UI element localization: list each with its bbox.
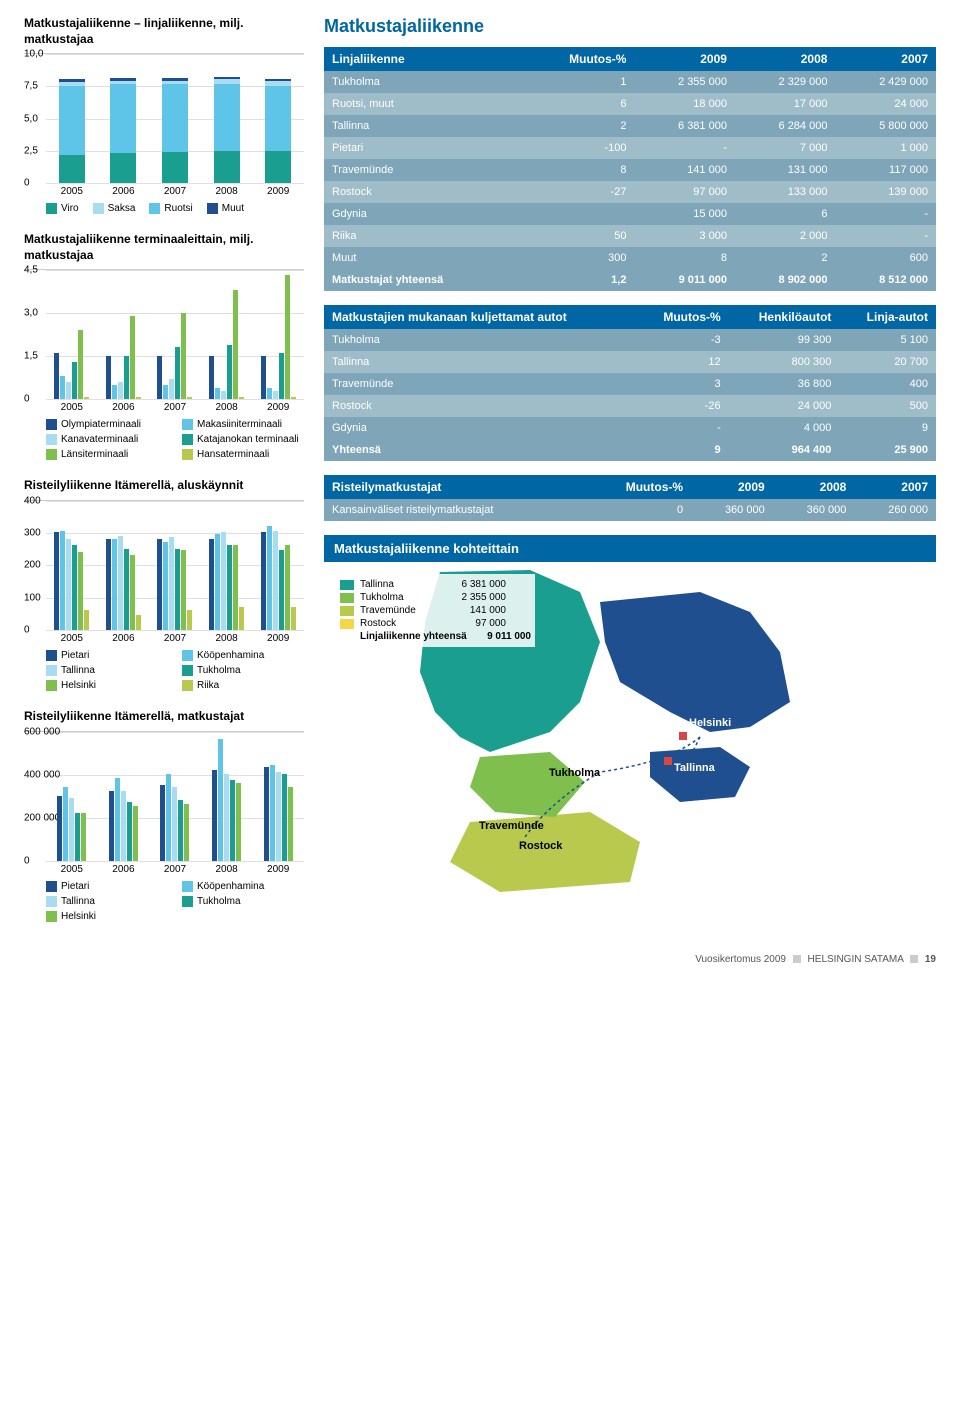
left-column: Matkustajaliikenne – linjaliikenne, milj… [24, 16, 304, 940]
chart3-title: Risteilyliikenne Itämerellä, aluskäynnit [24, 478, 304, 494]
chart4-title: Risteilyliikenne Itämerellä, matkustajat [24, 709, 304, 725]
map-section: Matkustajaliikenne kohteittain Tallinna6… [324, 535, 936, 902]
chart1-plot: 02,55,07,510,0 [24, 53, 304, 183]
chart2-plot: 01,53,04,5 [24, 269, 304, 399]
chart1-xlabels: 20052006200720082009 [46, 183, 304, 197]
table-linjaliikenne: LinjaliikenneMuutos-%200920082007Tukholm… [324, 47, 936, 291]
city-tallinna: Tallinna [674, 762, 715, 774]
footer-separator-2 [910, 955, 918, 963]
city-travemunde: Travemünde [479, 820, 544, 832]
map-shape-estonia [650, 747, 750, 802]
footer-year: Vuosikertomus 2009 [695, 954, 786, 965]
table-autot: Matkustajien mukanaan kuljettamat autotM… [324, 305, 936, 461]
city-helsinki: Helsinki [689, 717, 731, 729]
city-dot-helsinki [679, 732, 687, 740]
city-rostock: Rostock [519, 840, 562, 852]
chart3-plot: 0100200300400 [24, 500, 304, 630]
footer-page: 19 [925, 954, 936, 965]
footer-publisher: HELSINGIN SATAMA [808, 954, 904, 965]
table-risteily: RisteilymatkustajatMuutos-%200920082007K… [324, 475, 936, 521]
map-body: Tallinna6 381 000Tukholma2 355 000Travem… [324, 562, 936, 902]
page-layout: Matkustajaliikenne – linjaliikenne, milj… [0, 0, 960, 948]
footer-separator [793, 955, 801, 963]
chart2-legend: OlympiaterminaaliMakasiiniterminaaliKana… [46, 419, 304, 460]
chart1-legend: ViroSaksaRuotsiMuut [46, 203, 304, 214]
right-column: Matkustajaliikenne LinjaliikenneMuutos-%… [324, 16, 936, 940]
map-shape-finland [600, 592, 790, 732]
map-title: Matkustajaliikenne kohteittain [324, 535, 936, 562]
section-title: Matkustajaliikenne [324, 16, 936, 37]
chart1-title: Matkustajaliikenne – linjaliikenne, milj… [24, 16, 304, 47]
chart3-xlabels: 20052006200720082009 [46, 630, 304, 644]
chart4-legend: PietariKööpenhaminaTallinnaTukholmaHelsi… [46, 881, 304, 922]
chart3: Risteilyliikenne Itämerellä, aluskäynnit… [24, 478, 304, 691]
chart2-title: Matkustajaliikenne terminaaleittain, mil… [24, 232, 304, 263]
chart1: Matkustajaliikenne – linjaliikenne, milj… [24, 16, 304, 214]
page-footer: Vuosikertomus 2009 HELSINGIN SATAMA 19 [0, 948, 960, 977]
city-dot-tallinna [664, 757, 672, 765]
chart4-xlabels: 20052006200720082009 [46, 861, 304, 875]
chart4-plot: 0200 000400 000600 000 [24, 731, 304, 861]
city-tukholma: Tukholma [549, 767, 600, 779]
chart3-legend: PietariKööpenhaminaTallinnaTukholmaHelsi… [46, 650, 304, 691]
map-legend: Tallinna6 381 000Tukholma2 355 000Travem… [336, 574, 535, 647]
chart2: Matkustajaliikenne terminaaleittain, mil… [24, 232, 304, 460]
map-shape-sweden-south [470, 752, 585, 817]
chart4: Risteilyliikenne Itämerellä, matkustajat… [24, 709, 304, 922]
chart2-xlabels: 20052006200720082009 [46, 399, 304, 413]
